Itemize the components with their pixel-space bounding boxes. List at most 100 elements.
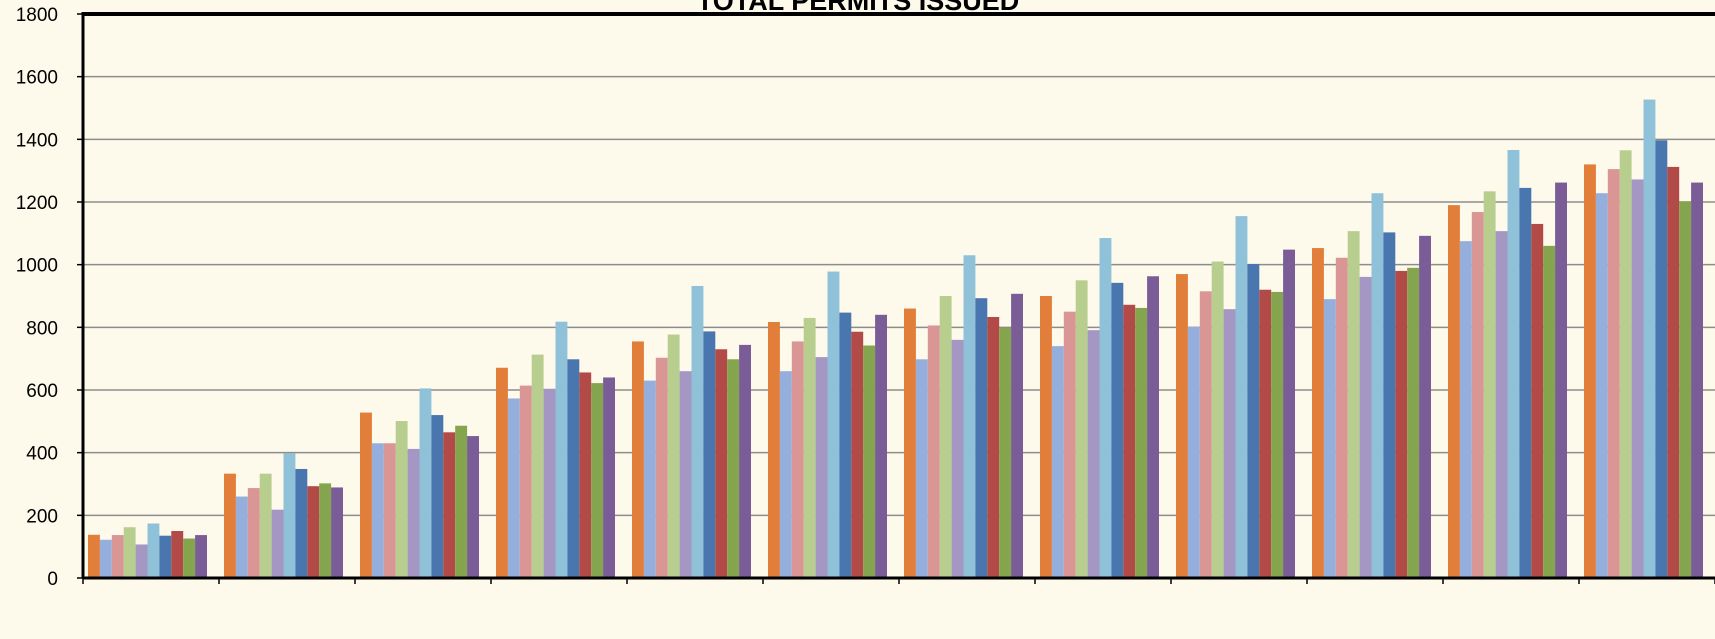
bar	[1335, 257, 1348, 578]
bar	[779, 371, 792, 578]
bar	[1087, 330, 1100, 578]
bar	[632, 341, 644, 578]
bar	[1679, 201, 1692, 578]
bar	[951, 339, 964, 578]
bar	[655, 357, 668, 578]
bar	[88, 534, 100, 578]
bar	[1259, 289, 1272, 578]
bar	[927, 325, 940, 578]
bar	[123, 527, 136, 578]
bar	[1063, 311, 1076, 578]
bar	[147, 523, 160, 578]
y-tick-label: 600	[26, 381, 58, 402]
bars	[88, 99, 1703, 579]
bar	[579, 372, 592, 578]
bar	[1495, 231, 1508, 578]
bar	[1371, 193, 1384, 579]
bar	[851, 331, 864, 578]
axes	[77, 12, 1715, 584]
bar	[431, 415, 444, 578]
bar	[1419, 235, 1431, 578]
bar	[643, 380, 656, 578]
bar	[567, 359, 580, 578]
bar	[1519, 187, 1532, 578]
bar	[135, 544, 148, 578]
bar	[939, 296, 952, 578]
bar	[1691, 182, 1703, 578]
bar	[247, 488, 260, 578]
bar	[875, 314, 887, 578]
bar	[1211, 261, 1224, 578]
bar	[791, 341, 804, 578]
bar	[827, 271, 840, 578]
bar	[715, 349, 728, 578]
y-tick-labels: 0 200 400 600 800 1000 1200 1400 1600 1800	[16, 5, 58, 590]
bar	[1407, 267, 1420, 578]
bar	[1471, 212, 1484, 578]
bar	[1395, 270, 1408, 578]
bar	[739, 344, 751, 578]
bar	[999, 327, 1012, 578]
bar	[839, 312, 852, 578]
bar	[1075, 280, 1088, 578]
chart-title: TOTAL PERMITS ISSUED	[697, 0, 1020, 16]
bar	[531, 354, 544, 578]
bar	[1619, 150, 1632, 579]
bar	[904, 308, 916, 578]
bar	[1176, 274, 1188, 578]
bar	[1655, 140, 1668, 578]
bar	[455, 425, 468, 578]
bar	[496, 367, 508, 578]
bar	[1123, 304, 1136, 578]
bar	[1531, 223, 1544, 578]
bar	[1187, 326, 1200, 578]
bar	[99, 539, 112, 578]
bar	[443, 432, 456, 578]
bar	[1271, 291, 1284, 578]
y-tick-label: 1800	[16, 5, 58, 26]
bar	[467, 436, 479, 578]
bar	[1643, 99, 1656, 578]
bar	[1147, 276, 1159, 578]
bar	[1040, 296, 1052, 578]
bar	[195, 535, 207, 578]
bar	[727, 359, 740, 578]
bar	[507, 398, 520, 578]
bar	[1135, 307, 1148, 578]
bar	[259, 473, 272, 578]
bar	[319, 483, 332, 578]
bar	[383, 443, 396, 578]
bar	[1323, 299, 1336, 578]
bar	[1312, 248, 1324, 578]
y-tick-label: 0	[47, 569, 58, 590]
bar	[1543, 245, 1556, 578]
bar	[360, 412, 372, 578]
bar	[371, 443, 384, 578]
bar	[271, 509, 284, 578]
bar	[667, 334, 680, 578]
bar	[1011, 293, 1023, 578]
bar	[1507, 149, 1520, 579]
bar	[224, 473, 236, 578]
bar	[1584, 164, 1596, 578]
bar	[1555, 182, 1567, 578]
bar	[1223, 309, 1236, 578]
bar	[171, 531, 184, 578]
y-tick-label: 1400	[16, 130, 58, 151]
bar	[1383, 232, 1396, 578]
bar	[679, 371, 692, 578]
y-tick-label: 800	[26, 318, 58, 339]
bar	[331, 487, 343, 578]
bar	[1199, 291, 1212, 578]
bar	[159, 535, 172, 578]
bar	[1359, 276, 1372, 578]
bar	[1595, 193, 1608, 579]
bar	[1607, 169, 1620, 578]
bar	[1347, 231, 1360, 578]
bar	[1283, 249, 1295, 578]
bar	[395, 421, 408, 578]
y-tick-label: 400	[26, 444, 58, 465]
bar	[815, 357, 828, 578]
y-tick-label: 1000	[16, 256, 58, 277]
